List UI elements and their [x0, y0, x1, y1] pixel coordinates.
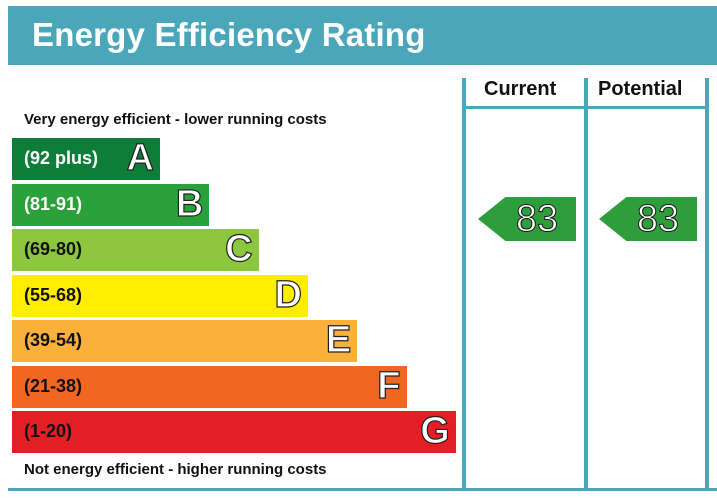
band-letter: F — [377, 364, 401, 407]
title-bar: Energy Efficiency Rating — [8, 6, 717, 65]
chart-title: Energy Efficiency Rating — [32, 16, 426, 53]
band-d: (55-68) D — [12, 273, 308, 317]
band-letter: A — [126, 136, 155, 179]
band-letter: C — [225, 227, 254, 270]
band-range-label: (92 plus) — [24, 148, 99, 168]
potential-column-right-border — [705, 78, 709, 489]
band-e: (39-54) E — [12, 318, 358, 362]
band-letter: E — [325, 318, 352, 361]
current-column-header: Current — [484, 78, 557, 100]
band-letter: B — [175, 182, 204, 225]
header-separator-line — [462, 106, 709, 109]
band-range-label: (1-20) — [24, 421, 73, 441]
band-range-label: (81-91) — [24, 193, 83, 214]
column-divider — [584, 78, 588, 489]
band-g: (1-20) G — [12, 409, 456, 453]
potential-column-header: Potential — [598, 78, 683, 100]
bottom-border-line — [8, 488, 717, 491]
band-c: (69-80) C — [12, 227, 259, 271]
bottom-caption: Not energy efficient - higher running co… — [24, 461, 327, 478]
current-column-left-border — [462, 78, 466, 489]
potential-rating-arrow: 83 — [599, 197, 697, 241]
band-letter: D — [274, 273, 303, 316]
band-range-label: (55-68) — [24, 284, 83, 305]
band-a: (92 plus) A — [12, 136, 160, 180]
top-caption: Very energy efficient - lower running co… — [24, 111, 327, 128]
band-range-label: (69-80) — [24, 239, 83, 259]
band-range-label: (21-38) — [24, 375, 83, 396]
current-rating-value: 83 — [515, 198, 559, 241]
band-b: (81-91) B — [12, 182, 210, 226]
potential-rating-value: 83 — [636, 198, 680, 241]
band-f: (21-38) F — [12, 364, 407, 408]
band-letter: G — [420, 409, 451, 452]
band-range-label: (39-54) — [24, 330, 83, 350]
current-rating-arrow: 83 — [478, 197, 576, 241]
